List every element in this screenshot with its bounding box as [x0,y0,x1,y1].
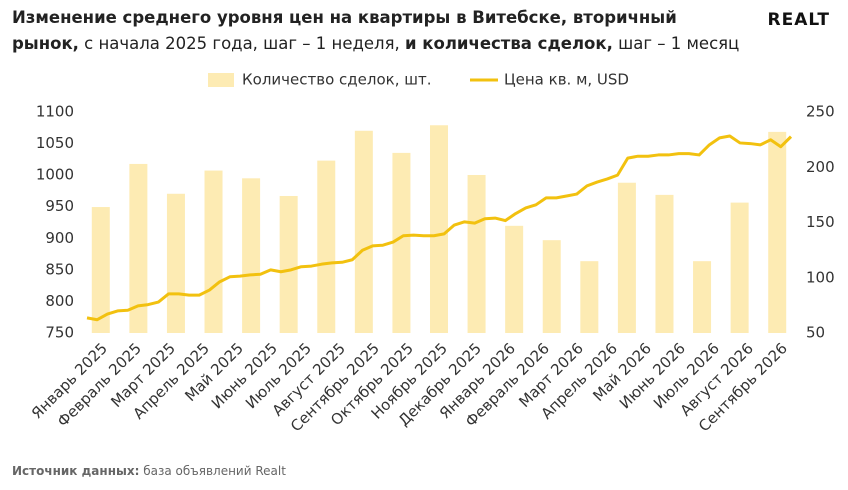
bar [91,207,110,333]
y2-tick-label: 200 [806,158,835,176]
bar [166,193,185,333]
legend-label: Количество сделок, шт. [242,71,431,89]
title-part: шаг – 1 месяц [612,34,740,53]
title-line: рынок, с начала 2025 года, шаг – 1 недел… [12,34,739,53]
source-label: Источник данных: [12,464,140,478]
bar [129,163,148,333]
bar [617,182,636,333]
bar [768,131,787,333]
y-tick-label: 850 [45,260,74,278]
y-tick-label: 1100 [36,103,74,121]
bar [204,170,223,333]
y2-tick-label: 250 [806,103,835,121]
y-tick-label: 1050 [36,134,74,152]
bar [505,225,524,333]
title-part: и количества сделок, [405,34,613,53]
title-line: Изменение среднего уровня цен на квартир… [12,8,677,27]
y-tick-label: 750 [45,324,74,342]
bar [279,195,298,333]
legend-swatch [208,73,234,87]
y-tick-label: 800 [45,292,74,310]
bar [392,152,411,333]
title-part: с начала 2025 года, шаг – 1 неделя, [78,34,405,53]
bar [242,178,261,333]
title-part: рынок, [12,34,79,53]
logo: REALT [767,10,830,30]
bar [542,240,561,333]
y-tick-label: 1000 [36,166,74,184]
y-tick-label: 950 [45,197,74,215]
bar [730,202,749,333]
bar [467,174,486,333]
y2-tick-label: 150 [806,213,835,231]
bar [693,261,712,333]
y-tick-label: 900 [45,229,74,247]
y2-tick-label: 100 [806,268,835,286]
bar [430,125,448,333]
source-text: база объявлений Realt [139,464,286,478]
bar [354,130,373,333]
bar [655,194,674,333]
bar [580,261,599,333]
price-line [86,134,793,322]
source: Источник данных: база объявлений Realt [12,464,286,478]
legend-label: Цена кв. м, USD [504,71,629,89]
bar [317,160,336,333]
y2-tick-label: 50 [806,324,825,342]
